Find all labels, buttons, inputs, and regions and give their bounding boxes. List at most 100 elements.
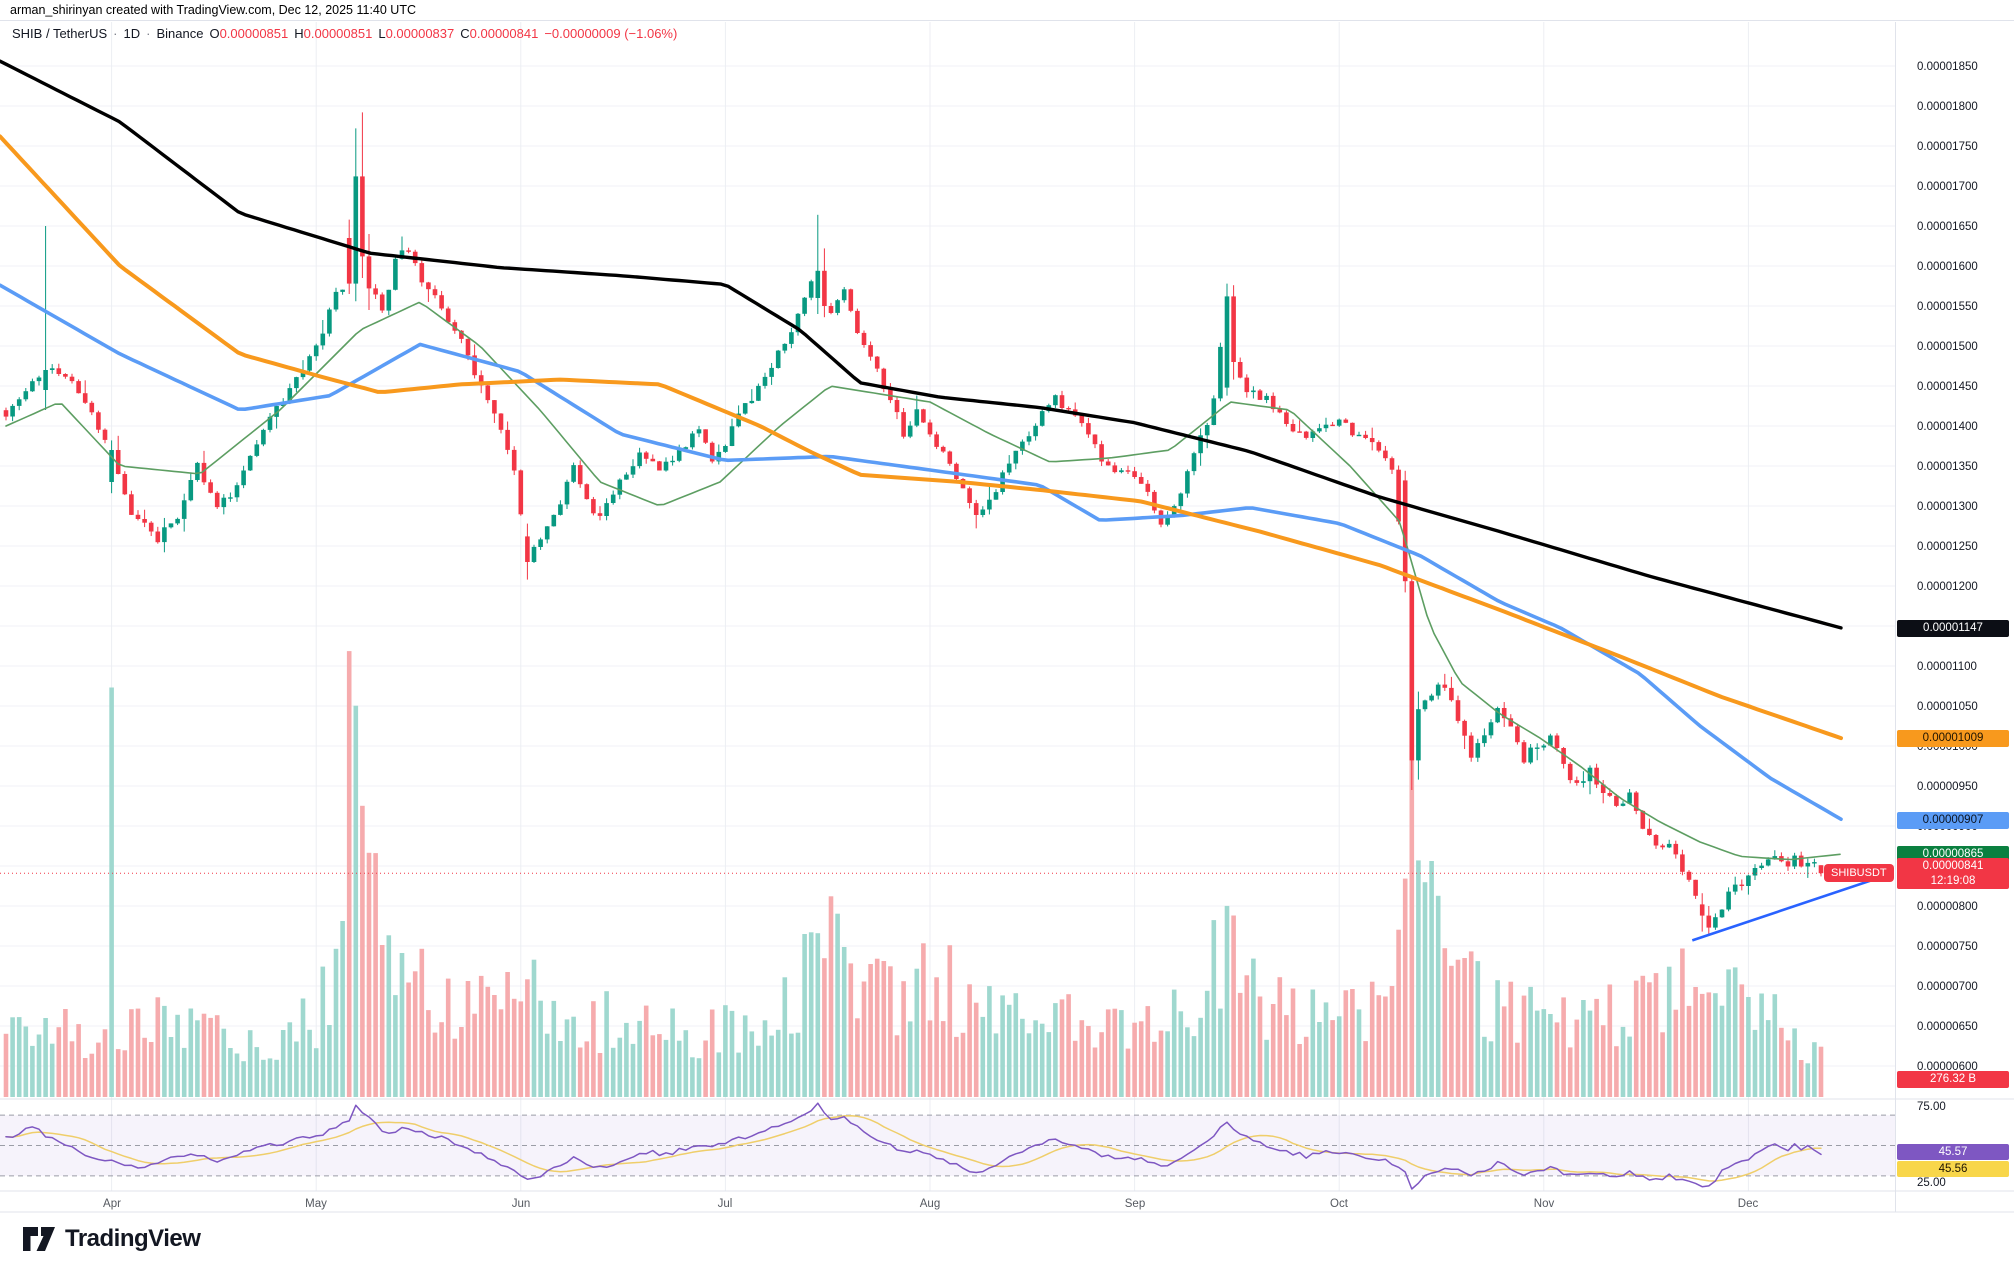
candle-body	[1627, 792, 1632, 804]
ma-orange-price-badge: 0.00001009	[1897, 730, 2009, 747]
volume-bar	[1257, 996, 1263, 1097]
volume-bar	[1039, 1023, 1045, 1097]
candle-body	[1680, 854, 1685, 872]
volume-bar	[584, 1041, 590, 1097]
candle-body	[1759, 865, 1764, 868]
candle-body	[1468, 735, 1474, 758]
separator: ·	[113, 26, 118, 41]
volume-bar	[1686, 1005, 1692, 1097]
candle-body	[465, 338, 471, 356]
volume-bar	[1475, 961, 1481, 1097]
candle-body	[1185, 471, 1190, 494]
volume-bar	[412, 971, 418, 1097]
volume-bar	[1336, 1016, 1342, 1097]
candle-body	[1152, 491, 1157, 511]
volume-bar	[23, 1026, 29, 1097]
candle-body	[287, 388, 293, 402]
volume-bar	[663, 1039, 669, 1097]
volume-bar	[1343, 990, 1349, 1097]
candle-body	[1112, 465, 1118, 473]
volume-bar	[261, 1059, 266, 1097]
volume-bar	[155, 997, 161, 1097]
tradingview-logo[interactable]: TradingView	[22, 1223, 201, 1255]
volume-bar	[1719, 1005, 1725, 1097]
candle-body	[89, 402, 95, 413]
volume-bar	[637, 1020, 642, 1097]
candle-body	[683, 447, 689, 449]
volume-bar	[907, 1021, 913, 1097]
candle-body	[525, 536, 530, 562]
price-tick-label: 0.00001250	[1917, 541, 1978, 553]
candle-body	[769, 367, 774, 377]
volume-bar	[1759, 993, 1764, 1097]
volume-bar	[1158, 1030, 1164, 1097]
volume-bar	[1541, 1009, 1547, 1097]
candle-body	[1607, 793, 1613, 796]
volume-bar	[1614, 1046, 1619, 1097]
volume-bar	[1805, 1063, 1811, 1097]
volume-bar	[399, 953, 405, 1097]
volume-bar	[1653, 973, 1659, 1097]
candle-body	[340, 289, 345, 292]
candle-body	[874, 356, 880, 369]
volume-bar	[1442, 948, 1448, 1097]
volume-bar	[551, 1000, 557, 1097]
candle-body	[1224, 296, 1230, 388]
price-tick-label: 0.00000950	[1917, 781, 1978, 793]
volume-bar	[1620, 1026, 1626, 1097]
candle-body	[934, 434, 939, 447]
volume-bar	[1204, 990, 1210, 1097]
volume-bar	[973, 1002, 979, 1097]
candle-body	[1026, 436, 1032, 442]
candle-body	[1435, 684, 1441, 696]
volume-bar	[1449, 965, 1454, 1097]
candle-body	[294, 377, 299, 389]
volume-bar	[1468, 951, 1474, 1097]
volume-bar	[531, 959, 537, 1097]
volume-bar	[1053, 1003, 1058, 1097]
candle-body	[1699, 904, 1705, 916]
candle-body	[1455, 700, 1461, 721]
candle-body	[855, 310, 860, 333]
volume-bar	[1244, 975, 1250, 1097]
candle-body	[1422, 700, 1428, 710]
volume-bar	[452, 1038, 458, 1097]
price-tick-label: 0.00001750	[1917, 141, 1978, 153]
ma-blue-line	[0, 283, 1843, 822]
candle-body	[1429, 695, 1434, 701]
volume-bar	[1072, 1040, 1078, 1097]
volume-bar	[762, 1020, 768, 1097]
volume-bar	[333, 948, 339, 1097]
candle-body	[538, 539, 543, 547]
candle-body	[419, 263, 425, 283]
candle-body	[76, 381, 81, 394]
candle-body	[1693, 879, 1698, 896]
candle-body	[1792, 855, 1797, 867]
volume-bar	[901, 981, 906, 1097]
candle-body	[1713, 917, 1718, 928]
volume-bar	[544, 1033, 550, 1097]
price-tick-label: 0.00001350	[1917, 461, 1978, 473]
volume-bar	[1284, 1015, 1289, 1097]
rsi-value-badge: 45.57	[1897, 1144, 2009, 1160]
volume-bar	[1732, 967, 1738, 1097]
candle-body	[1561, 748, 1566, 764]
volume-bar	[1660, 1032, 1665, 1097]
candle-body	[333, 291, 339, 310]
volume-bar	[696, 1058, 702, 1097]
volume-bar	[1330, 1020, 1335, 1097]
candle-body	[1614, 795, 1619, 806]
candle-body	[122, 474, 128, 495]
volume-bar	[393, 995, 398, 1097]
price-tick-label: 0.00000700	[1917, 981, 1978, 993]
candle-body	[1726, 891, 1731, 910]
volume-bar	[617, 1037, 623, 1097]
symbol-header[interactable]: SHIB / TetherUS · 1D · Binance O0.000008…	[12, 26, 677, 41]
time-label-jun: Jun	[512, 1198, 531, 1210]
candle-body	[1323, 424, 1329, 429]
chart-canvas[interactable]: 0.00001850 0.00001800 0.00001750 0.00001700…	[0, 22, 2014, 1213]
volume-bar	[676, 1040, 682, 1097]
volume-bar	[1046, 1032, 1052, 1097]
volume-bar	[835, 913, 840, 1097]
candle-body	[993, 492, 999, 500]
